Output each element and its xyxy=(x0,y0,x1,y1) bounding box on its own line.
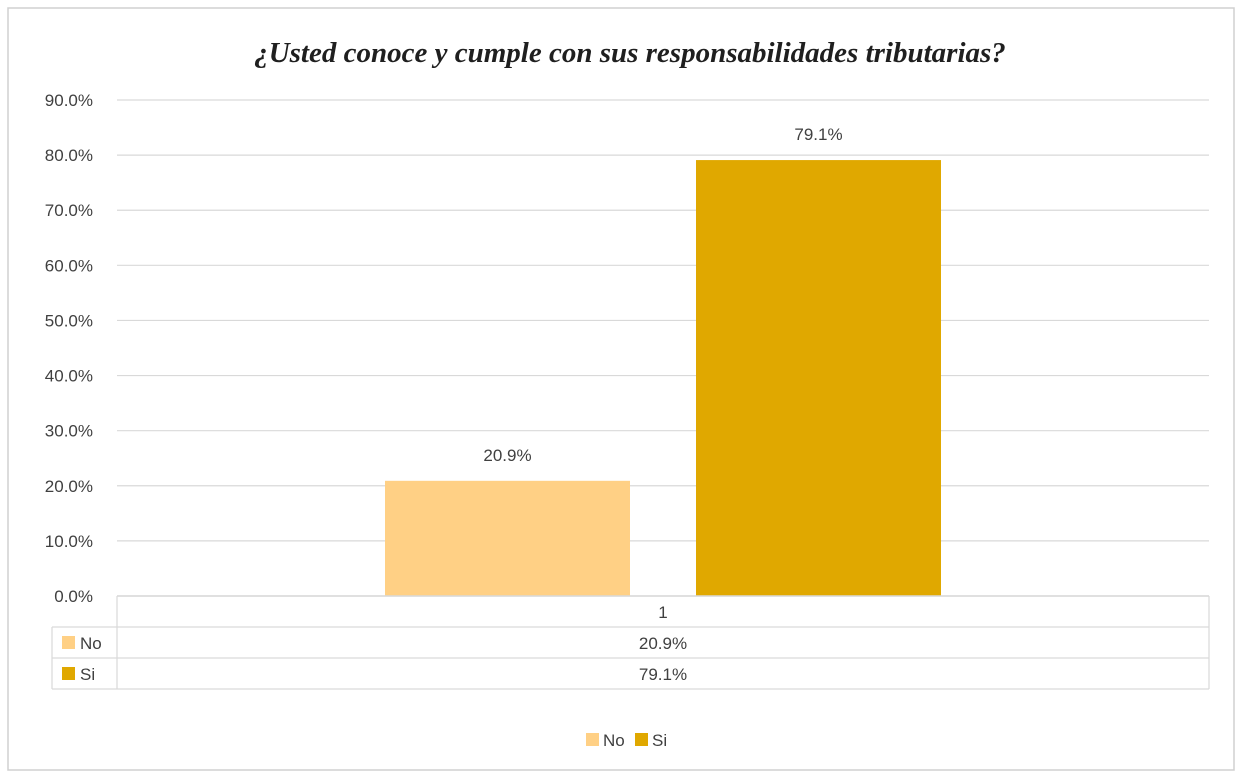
table-cell-no: 20.9% xyxy=(639,634,687,653)
legend-key-no xyxy=(586,733,599,746)
y-tick-label: 70.0% xyxy=(45,201,93,220)
data-label-si: 79.1% xyxy=(794,125,842,144)
y-tick-label: 20.0% xyxy=(45,477,93,496)
y-tick-label: 50.0% xyxy=(45,311,93,330)
data-labels: 20.9% 79.1% xyxy=(483,125,842,465)
table-legend-key-no xyxy=(62,636,75,649)
table-header-category: 1 xyxy=(658,603,667,622)
y-axis-ticks: 0.0% 10.0% 20.0% 30.0% 40.0% 50.0% 60.0% 70.0% 8… xyxy=(45,91,93,606)
y-tick-label: 80.0% xyxy=(45,146,93,165)
bars xyxy=(385,160,941,596)
y-tick-label: 10.0% xyxy=(45,532,93,551)
legend: No Si xyxy=(586,731,667,750)
chart-border xyxy=(7,7,1235,771)
data-table: 1 No 20.9% Si 79.1% xyxy=(51,595,1210,690)
y-tick-label: 60.0% xyxy=(45,256,93,275)
table-row-label-si: Si xyxy=(80,665,95,684)
bar-si xyxy=(696,160,941,596)
y-tick-label: 0.0% xyxy=(54,587,93,606)
gridlines xyxy=(117,99,1209,597)
table-cell-si: 79.1% xyxy=(639,665,687,684)
y-tick-label: 40.0% xyxy=(45,367,93,386)
chart-title: ¿Usted conoce y cumple con sus responsab… xyxy=(254,37,1006,69)
legend-key-si xyxy=(635,733,648,746)
bar-no xyxy=(385,480,630,596)
data-label-no: 20.9% xyxy=(483,446,531,465)
y-tick-label: 30.0% xyxy=(45,422,93,441)
table-row-label-no: No xyxy=(80,634,102,653)
table-legend-key-si xyxy=(62,667,75,680)
y-tick-label: 90.0% xyxy=(45,91,93,110)
legend-label-si: Si xyxy=(652,731,667,750)
legend-label-no: No xyxy=(603,731,625,750)
